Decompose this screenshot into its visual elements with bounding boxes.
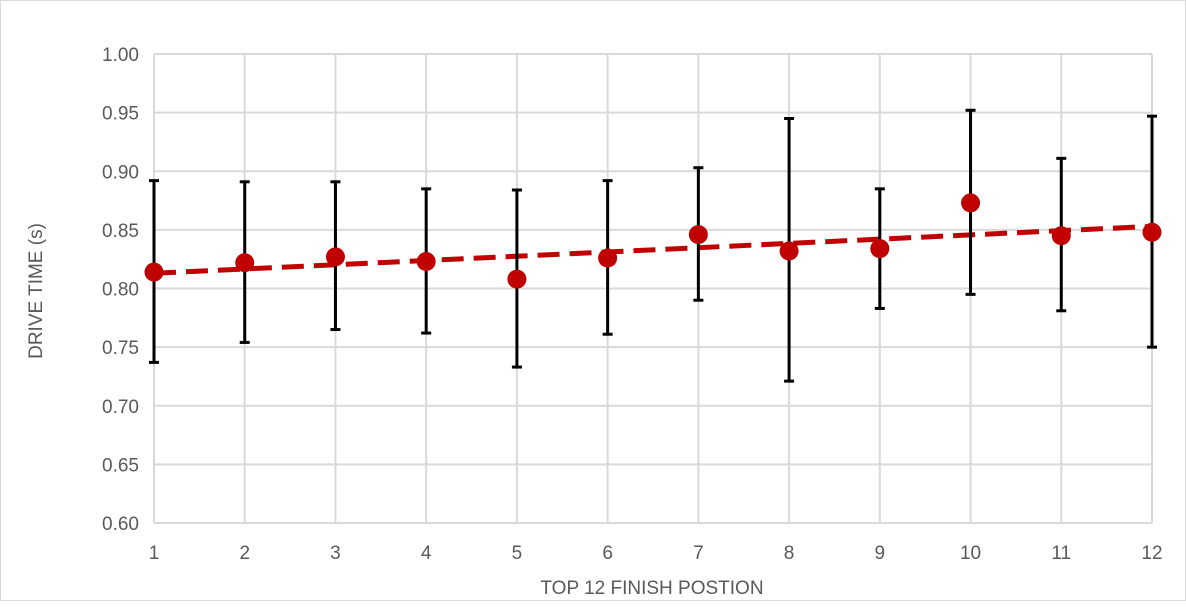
y-tick-label: 0.90 [102,162,139,183]
y-axis-title: DRIVE TIME (s) [26,223,47,359]
y-tick-label: 0.75 [102,338,139,359]
y-tick-label: 0.80 [102,280,139,301]
x-tick-label: 10 [960,543,981,564]
data-point [325,247,345,267]
data-points [144,193,1162,289]
x-tick-label: 3 [330,543,341,564]
data-point [870,239,890,259]
trendline-layer [153,223,1153,276]
x-tick-label: 8 [784,543,795,564]
data-point [416,252,436,272]
y-tick-label: 0.95 [102,104,139,125]
x-tick-label: 4 [421,543,432,564]
data-point [144,262,164,282]
data-point [598,248,618,268]
x-tick-label: 1 [149,543,160,564]
x-tick-labels: 1 2 3 4 5 6 7 8 9 10 11 12 [149,543,1163,564]
x-tick-label: 6 [602,543,613,564]
x-tick-label: 7 [693,543,704,564]
x-tick-label: 12 [1141,543,1162,564]
error-bars [149,108,1157,383]
data-point [235,253,255,273]
data-point [779,241,799,261]
data-point [1051,226,1071,246]
y-tick-label: 0.65 [102,455,139,476]
y-tick-label: 0.85 [102,221,139,242]
data-point [1142,222,1162,242]
grid-layer [153,53,1153,524]
x-tick-label: 2 [239,543,250,564]
data-point [688,225,708,245]
trendline [153,223,1153,276]
y-tick-label: 0.60 [102,514,139,535]
x-tick-label: 11 [1051,543,1071,564]
y-tick-label: 0.70 [102,397,139,418]
x-axis-title: TOP 12 FINISH POSTION [540,578,763,599]
y-tick-label: 1.00 [102,45,139,66]
data-point [507,269,527,289]
x-tick-label: 9 [875,543,886,564]
data-point [961,193,981,213]
x-tick-label: 5 [512,543,523,564]
y-tick-labels: 0.60 0.65 0.70 0.75 0.80 0.85 0.90 0.95 1.00 [102,45,139,535]
